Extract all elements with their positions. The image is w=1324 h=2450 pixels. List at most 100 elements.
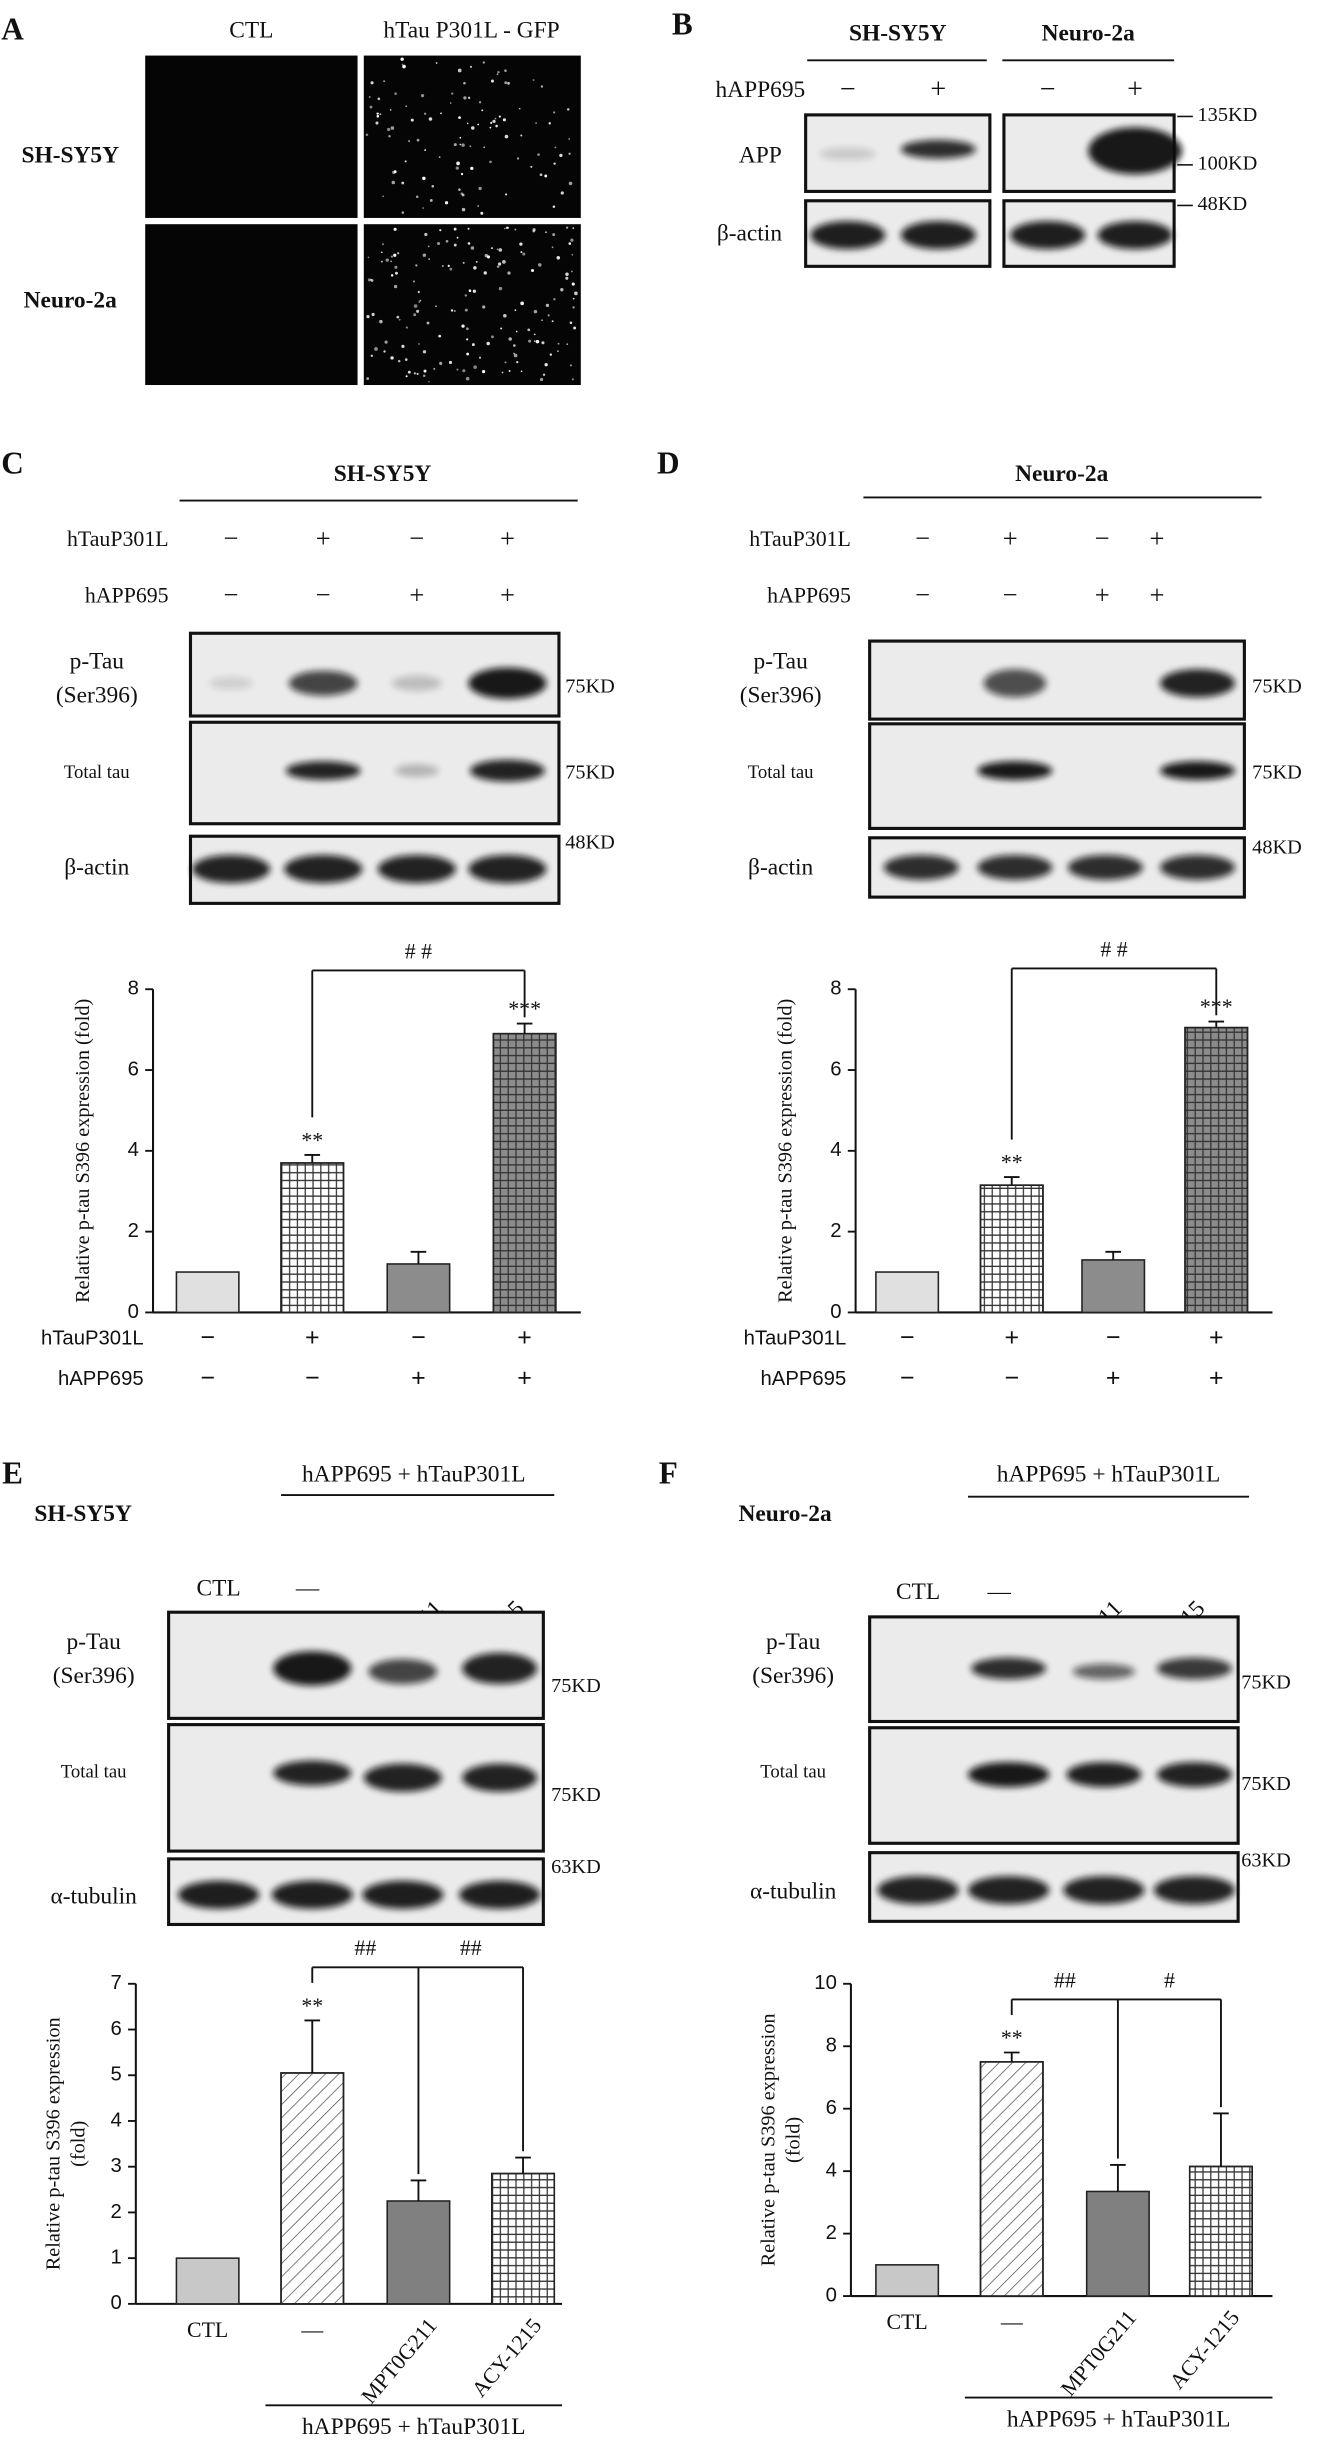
cell-dot bbox=[404, 160, 407, 163]
y-tick-label: 8 bbox=[128, 978, 139, 1000]
marker-label: 63KD bbox=[1241, 1850, 1291, 1872]
row-label: (Ser396) bbox=[53, 1663, 135, 1689]
cell-dot bbox=[383, 350, 386, 353]
cell-dot bbox=[456, 161, 460, 166]
condition-sign: − bbox=[409, 523, 424, 553]
cell-dot bbox=[461, 324, 465, 328]
row-label: (Ser396) bbox=[740, 683, 822, 709]
cell-dot bbox=[453, 227, 457, 231]
cell-dot bbox=[435, 305, 437, 308]
y-tick-label: 6 bbox=[111, 2018, 122, 2040]
bar-hatch bbox=[492, 1032, 557, 1314]
y-tick-label: 1 bbox=[111, 2247, 122, 2269]
cell-dot bbox=[571, 253, 574, 256]
cell-dot bbox=[569, 364, 573, 367]
condition-sign: + bbox=[500, 523, 515, 553]
cell-dot bbox=[458, 116, 461, 119]
condition-sign: − bbox=[316, 579, 331, 609]
cell-line: SH-SY5Y bbox=[334, 461, 432, 487]
cell-dot bbox=[489, 160, 492, 164]
cell-dot bbox=[490, 121, 493, 124]
y-tick-label: 4 bbox=[128, 1139, 139, 1161]
blot-band bbox=[819, 147, 876, 161]
row-label: α-tubulin bbox=[750, 1879, 837, 1905]
cell-dot bbox=[427, 245, 430, 248]
cell-dot bbox=[393, 170, 397, 174]
cell-dot bbox=[449, 102, 452, 104]
bar bbox=[386, 1263, 451, 1314]
cell-dot bbox=[490, 335, 494, 339]
cell-dot bbox=[483, 146, 486, 149]
cell-dot bbox=[388, 134, 391, 138]
cell-dot bbox=[566, 226, 569, 229]
row-label: p-Tau bbox=[67, 1629, 122, 1655]
cell-dot bbox=[494, 117, 497, 120]
cell-line: SH-SY5Y bbox=[849, 21, 947, 47]
y-tick-label: 2 bbox=[128, 1220, 139, 1242]
cell-dot bbox=[428, 258, 430, 260]
cell-dot bbox=[492, 119, 496, 124]
cell-dot bbox=[390, 255, 394, 258]
cell-dot bbox=[448, 360, 453, 365]
cell-dot bbox=[565, 272, 569, 276]
y-tick-label: 0 bbox=[830, 1301, 841, 1323]
cell-dot bbox=[516, 157, 520, 160]
condition-sign: + bbox=[517, 1364, 532, 1392]
blot-band bbox=[810, 221, 886, 250]
blot-band bbox=[968, 1876, 1050, 1905]
cell-dot bbox=[453, 143, 457, 147]
marker-label: 75KD bbox=[1241, 1773, 1291, 1795]
cell-dot bbox=[518, 107, 521, 110]
blot-band bbox=[273, 1760, 352, 1786]
column-label: CTL bbox=[229, 18, 273, 44]
cell-dot bbox=[413, 313, 417, 317]
cell-dot bbox=[449, 267, 453, 271]
panel-label: C bbox=[1, 445, 24, 480]
blot-band bbox=[1156, 1762, 1232, 1788]
cell-dot bbox=[455, 166, 459, 170]
cell-dot bbox=[461, 207, 466, 212]
cell-dot bbox=[572, 306, 575, 309]
cell-dot bbox=[470, 166, 474, 171]
y-tick-label: 0 bbox=[826, 2284, 837, 2306]
cell-dot bbox=[568, 242, 572, 245]
condition-sign: + bbox=[1004, 1324, 1019, 1352]
row-label: p-Tau bbox=[766, 1629, 821, 1655]
cell-dot bbox=[566, 108, 570, 111]
blot-band bbox=[977, 854, 1053, 880]
cell-dot bbox=[405, 326, 408, 329]
condition-sign: + bbox=[1209, 1364, 1224, 1392]
condition-sign: − bbox=[1003, 579, 1018, 609]
cell-dot bbox=[381, 243, 384, 246]
cell-dot bbox=[438, 156, 441, 159]
x-tick-label: — bbox=[300, 2318, 323, 2342]
condition-sign: + bbox=[409, 579, 424, 609]
x-tick-label: — bbox=[1000, 2310, 1023, 2334]
blot-band bbox=[462, 1763, 538, 1792]
blot-band bbox=[1067, 854, 1143, 880]
cell-dot bbox=[413, 304, 418, 308]
cell-dot bbox=[394, 92, 397, 95]
marker-label: 48KD bbox=[1198, 193, 1248, 215]
cell-dot bbox=[477, 123, 480, 126]
cell-dot bbox=[400, 57, 404, 61]
cell-dot bbox=[460, 172, 464, 176]
cell-dot bbox=[545, 231, 547, 233]
bar-hatch bbox=[491, 2172, 556, 2305]
x-tick-label: MPT0G211 bbox=[357, 2314, 442, 2409]
cell-dot bbox=[507, 271, 511, 275]
column-label: — bbox=[987, 1579, 1012, 1605]
cell-dot bbox=[393, 284, 398, 289]
micrograph bbox=[145, 224, 358, 386]
y-axis-label: (fold) bbox=[782, 2117, 804, 2163]
panel-label: B bbox=[672, 7, 693, 42]
cell-dot bbox=[390, 274, 394, 277]
blot-band bbox=[468, 667, 547, 699]
cell-dot bbox=[463, 81, 466, 85]
cell-dot bbox=[565, 276, 569, 280]
condition-name: hAPP695 bbox=[715, 77, 805, 103]
column-label: hTau P301L - GFP bbox=[383, 18, 559, 44]
cell-dot bbox=[540, 85, 544, 88]
blot-band bbox=[285, 761, 361, 781]
